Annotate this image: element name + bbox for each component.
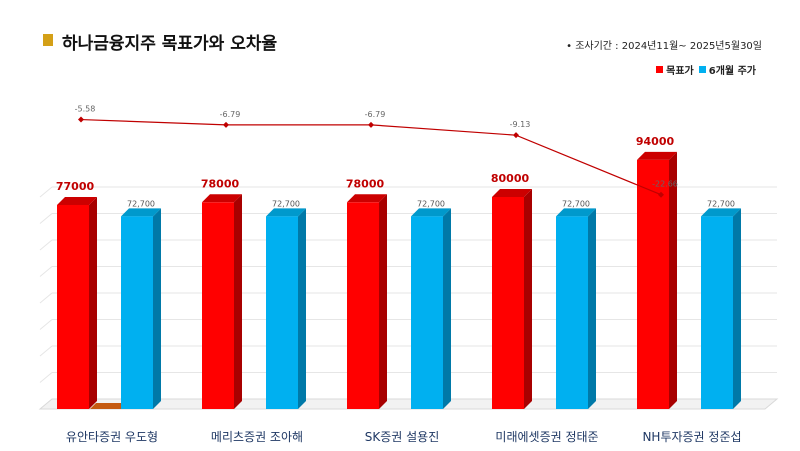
survey-period: • 조사기간 : 2024년11월~ 2025년5월30일 xyxy=(566,41,762,52)
title-marker xyxy=(43,34,53,46)
error-rate-marker xyxy=(368,121,374,128)
grid-line-side xyxy=(39,266,53,277)
stock-price-bar xyxy=(266,216,298,409)
target-price-bar xyxy=(347,202,379,409)
grid-line-side xyxy=(39,292,53,304)
error-rate-label: -9.13 xyxy=(510,120,531,129)
stock-price-bar-side xyxy=(443,208,451,409)
target-price-bar-top xyxy=(57,196,97,205)
stock-price-bar-top xyxy=(556,208,596,217)
grid-line-side xyxy=(39,372,53,383)
stock-price-bar xyxy=(556,216,588,409)
error-rate-label: -22.66 xyxy=(652,180,678,189)
target-price-bar xyxy=(492,197,524,409)
target-price-bar-side xyxy=(669,151,677,409)
category-label: 미래에셋증권 정태준 xyxy=(495,430,598,444)
category-label: SK증권 설용진 xyxy=(365,430,440,444)
stock-price-bar-top xyxy=(266,208,306,217)
target-price-bar-top xyxy=(347,194,387,203)
target-price-label: 78000 xyxy=(346,177,385,190)
error-rate-marker xyxy=(223,121,229,128)
grid-line-side xyxy=(39,319,53,330)
target-price-label: 78000 xyxy=(201,177,240,190)
target-price-bar-top xyxy=(202,194,242,203)
grid-line-side xyxy=(39,213,53,224)
stock-price-bar xyxy=(411,216,443,409)
legend-label-price: 6개월 주가 xyxy=(708,66,756,77)
legend-swatch-target xyxy=(656,66,664,73)
legend-label-target: 목표가 xyxy=(666,66,694,77)
target-price-label: 94000 xyxy=(636,135,675,148)
target-price-bar-side xyxy=(524,189,532,409)
target-price-label: 77000 xyxy=(56,180,95,193)
error-rate-label: -6.79 xyxy=(365,110,386,119)
error-rate-label: -5.58 xyxy=(75,105,96,114)
error-rate-marker xyxy=(78,116,84,123)
target-price-label: 80000 xyxy=(491,172,530,185)
stock-price-bar xyxy=(121,216,153,409)
chart-title: 하나금융지주 목표가와 오차율 xyxy=(62,34,278,54)
stock-price-label: 72,700 xyxy=(562,199,590,208)
grid-line-side xyxy=(39,345,53,357)
stock-price-label: 72,700 xyxy=(127,199,155,208)
stock-price-bar-side xyxy=(153,208,161,409)
error-rate-label: -6.79 xyxy=(220,110,241,119)
grid-line-side xyxy=(39,239,53,251)
category-label: 유안타증권 우도형 xyxy=(66,430,158,444)
target-price-bar-top xyxy=(637,151,677,160)
stock-price-bar-side xyxy=(298,208,306,409)
legend: 목표가 6개월 주가 xyxy=(656,62,756,77)
target-price-bar-side xyxy=(379,194,387,409)
target-price-bar-side xyxy=(89,196,97,409)
floor-tab xyxy=(90,403,128,409)
category-label: NH투자증권 정준섭 xyxy=(642,430,741,444)
target-price-bar xyxy=(202,202,234,409)
stock-price-bar xyxy=(701,216,733,409)
target-price-bar-top xyxy=(492,189,532,197)
error-rate-marker xyxy=(513,132,519,139)
stock-price-label: 72,700 xyxy=(272,199,300,208)
stock-price-bar-side xyxy=(588,208,596,409)
stock-price-bar-top xyxy=(701,208,741,217)
stock-price-bar-top xyxy=(121,208,161,217)
error-rate-marker xyxy=(658,191,664,198)
target-price-bar xyxy=(57,204,89,409)
target-price-bar-side xyxy=(234,194,242,409)
legend-swatch-price xyxy=(698,66,706,73)
stock-price-bar-side xyxy=(733,208,741,409)
stock-price-label: 72,700 xyxy=(417,199,445,208)
stock-price-bar-top xyxy=(411,208,451,217)
stock-price-label: 72,700 xyxy=(707,199,735,208)
target-price-bar xyxy=(637,159,669,409)
category-label: 메리츠증권 조아해 xyxy=(211,430,303,444)
grid-line-side xyxy=(39,186,53,198)
